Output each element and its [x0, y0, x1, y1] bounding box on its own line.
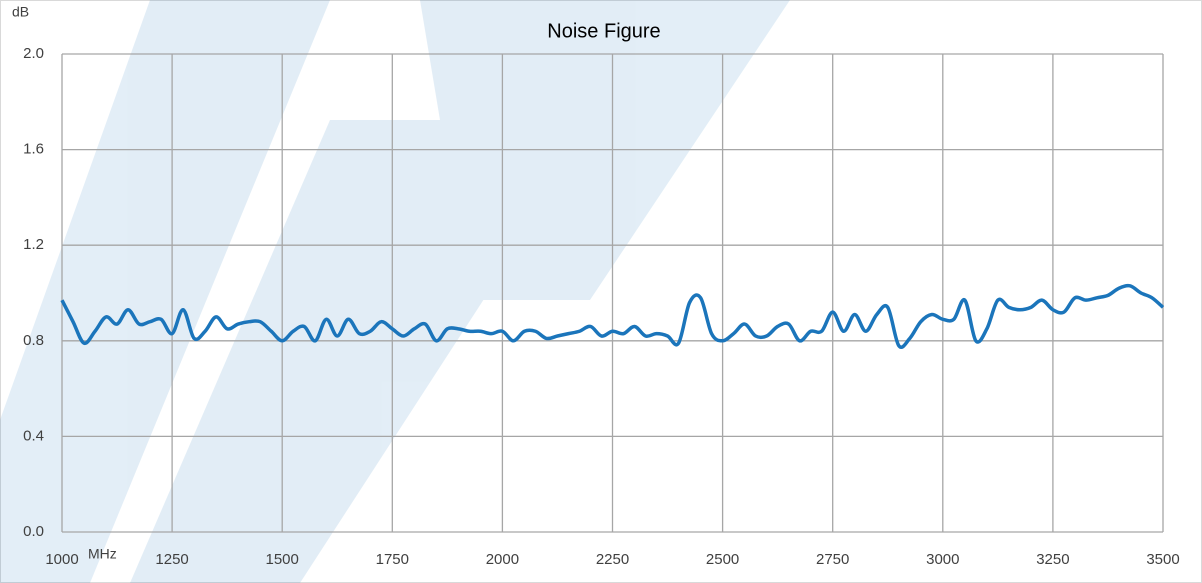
x-tick-label: 3250	[1036, 551, 1069, 568]
x-tick-label: 1500	[266, 551, 299, 568]
x-tick-label: 2500	[706, 551, 739, 568]
y-tick-label: 0.8	[23, 332, 44, 349]
x-tick-label: 3000	[926, 551, 959, 568]
y-tick-label: 1.6	[23, 141, 44, 158]
y-tick-label: 2.0	[23, 45, 44, 62]
x-tick-label: 1000	[45, 551, 78, 568]
y-tick-label: 0.4	[23, 427, 44, 444]
y-tick-label: 1.2	[23, 236, 44, 253]
x-axis-label: MHz	[88, 546, 117, 562]
x-tick-label: 3500	[1146, 551, 1179, 568]
x-tick-label: 1250	[155, 551, 188, 568]
data-line	[60, 283, 1165, 349]
x-tick-label: 1750	[376, 551, 409, 568]
chart-title: Noise Figure	[547, 20, 660, 42]
y-tick-label: 0.0	[23, 523, 44, 540]
x-tick-label: 2000	[486, 551, 519, 568]
x-tick-label: 2250	[596, 551, 629, 568]
x-tick-label: 2750	[816, 551, 849, 568]
y-axis-label: dB	[12, 4, 29, 20]
